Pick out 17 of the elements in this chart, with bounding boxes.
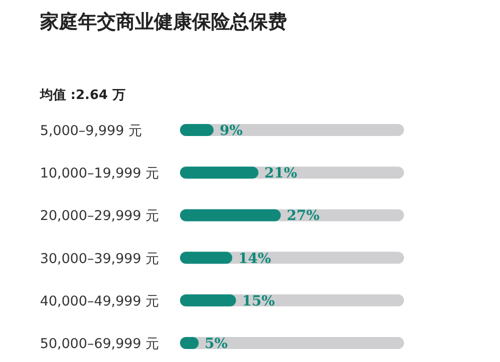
y-tick-label: 50,000–69,999 元 (40, 336, 160, 352)
chart-subtitle: 均值 :2.64 万 (39, 88, 126, 103)
y-tick-label: 10,000–19,999 元 (40, 166, 160, 182)
data-label: 15% (242, 293, 275, 310)
y-tick-label: 5,000–9,999 元 (40, 123, 142, 139)
data-label: 21% (264, 166, 298, 182)
y-tick-label: 20,000–29,999 元 (40, 208, 160, 224)
y-tick-label: 40,000–49,999 元 (40, 293, 160, 310)
chart-title: 家庭年交商业健康保险总保费 (39, 11, 287, 33)
bar (180, 252, 232, 264)
data-label: 5% (204, 336, 228, 352)
data-label: 27% (286, 208, 320, 224)
bar (180, 124, 214, 136)
y-tick-label: 30,000–39,999 元 (40, 250, 160, 267)
data-label: 14% (238, 250, 272, 267)
bar (180, 294, 236, 306)
data-label: 9% (220, 123, 243, 139)
